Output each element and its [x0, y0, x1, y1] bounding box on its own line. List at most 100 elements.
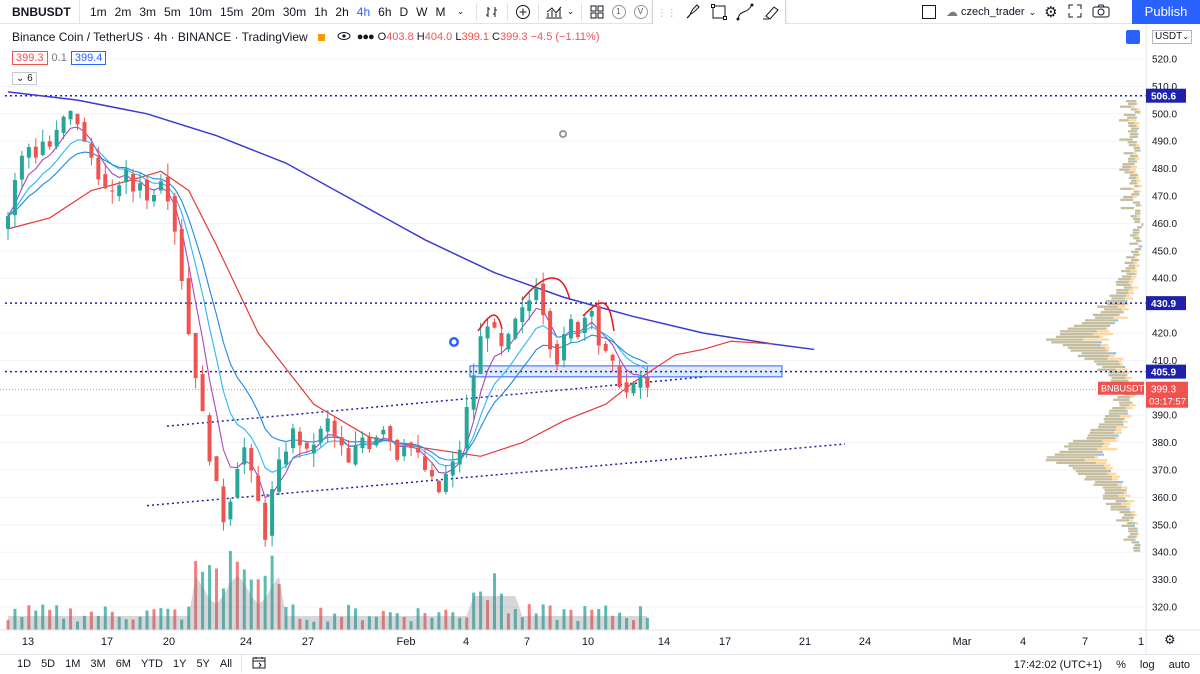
- fullscreen-icon[interactable]: [1068, 4, 1082, 21]
- candle-body: [124, 169, 129, 183]
- price-tick: 340.0: [1152, 548, 1177, 559]
- timeframe-4h[interactable]: 4h: [356, 4, 371, 19]
- symbol-tag-bg: [1098, 381, 1144, 395]
- indicator-value-2[interactable]: 399.4: [70, 51, 107, 65]
- indicator-value-1[interactable]: 399.3: [12, 51, 48, 65]
- candle-body: [68, 110, 73, 120]
- price-tick: 480.0: [1152, 164, 1177, 175]
- volume-profile-bar: [1110, 379, 1129, 382]
- timeframe-3m[interactable]: 3m: [139, 4, 157, 19]
- range-1y[interactable]: 1Y: [172, 658, 187, 670]
- chevron-down-icon[interactable]: ⌄: [1028, 6, 1037, 17]
- volume-badge[interactable]: V: [633, 4, 648, 19]
- collapse-indicators-button[interactable]: ⌄ 6: [12, 72, 37, 85]
- timeframe-2h[interactable]: 2h: [335, 4, 349, 19]
- compare-badge[interactable]: 1: [611, 4, 626, 19]
- time-tick: 21: [799, 636, 811, 648]
- publish-button[interactable]: Publish: [1132, 0, 1200, 24]
- timeframe-6h[interactable]: 6h: [378, 4, 392, 19]
- range-all[interactable]: All: [219, 658, 233, 670]
- indicators-icon[interactable]: [543, 1, 565, 23]
- add-plus-icon[interactable]: [512, 1, 534, 23]
- candle-body: [89, 143, 94, 158]
- camera-icon[interactable]: [1092, 4, 1110, 21]
- volume-profile-bar: [1127, 130, 1137, 133]
- timeframe-D[interactable]: D: [399, 4, 409, 19]
- volume-profile-bar: [1128, 264, 1140, 267]
- volume-profile-bar: [1094, 480, 1118, 484]
- alarm-clock-icon-gray[interactable]: [559, 130, 567, 138]
- range-6m[interactable]: 6M: [115, 658, 131, 670]
- time-tick: 7: [524, 636, 530, 648]
- clock-readout[interactable]: 17:42:02 (UTC+1): [1013, 658, 1103, 671]
- bar-style-icon[interactable]: [481, 1, 503, 23]
- settings-gear-icon[interactable]: ⚙: [1044, 4, 1058, 21]
- axis-settings-icon[interactable]: ⚙: [1164, 633, 1176, 648]
- range-1d[interactable]: 1D: [17, 658, 32, 670]
- volume-profile-bar: [1134, 212, 1141, 215]
- volume-bar: [479, 591, 483, 630]
- volume-profile-bar: [1130, 132, 1138, 136]
- candles: [6, 110, 650, 547]
- range-5d[interactable]: 5D: [41, 658, 56, 670]
- volume-bar: [416, 608, 420, 630]
- volume-bar: [451, 612, 455, 630]
- timeframe-30m[interactable]: 30m: [282, 4, 307, 19]
- price-scale-mode-button[interactable]: [1126, 30, 1140, 44]
- candle-body: [346, 448, 351, 463]
- volume-profile-bar: [1119, 168, 1136, 171]
- indicator-values-row: 399.3 0.1 399.4: [12, 51, 107, 65]
- volume-bar: [340, 616, 344, 630]
- volume-bar: [409, 621, 413, 630]
- range-3m[interactable]: 3M: [90, 658, 106, 670]
- range-ytd[interactable]: YTD: [140, 658, 163, 670]
- alarm-clock-icon[interactable]: [449, 337, 459, 347]
- chart-title: Binance Coin / TetherUS · 4h · BINANCE ·…: [12, 30, 308, 44]
- chevron-down-icon[interactable]: ⌄: [566, 6, 575, 16]
- volume-bar: [187, 606, 191, 630]
- log-toggle[interactable]: log: [1139, 658, 1155, 671]
- highlighter-icon[interactable]: [761, 3, 781, 24]
- brush-icon[interactable]: [684, 3, 702, 24]
- timeframe-W[interactable]: W: [416, 4, 428, 19]
- timeframe-15m[interactable]: 15m: [220, 4, 244, 19]
- username[interactable]: czech_trader: [961, 6, 1025, 18]
- price-chart[interactable]: 520.0 510.0 500.0 490.0 480.0 470.0 460.0 450.0…: [0, 24, 1200, 654]
- timeframe-1h[interactable]: 1h: [314, 4, 328, 19]
- volume-profile-bar: [1123, 152, 1137, 155]
- timeframe-5m[interactable]: 5m: [164, 4, 181, 19]
- more-options-icon[interactable]: ●●●: [356, 31, 375, 43]
- volume-profile-bar: [1128, 143, 1140, 147]
- eye-icon[interactable]: [337, 30, 351, 44]
- curve-icon[interactable]: [736, 3, 754, 24]
- templates-icon[interactable]: [586, 1, 608, 23]
- volume-profile-bar: [1060, 330, 1110, 333]
- timeframe-20m[interactable]: 20m: [251, 4, 275, 19]
- price-axis-ticks: 520.0 510.0 500.0 490.0 480.0 470.0 460.0 450.0…: [1152, 55, 1177, 614]
- range-5y[interactable]: 5Y: [196, 658, 210, 670]
- volume-profile: [1045, 100, 1144, 552]
- volume-bar: [611, 615, 615, 630]
- volume-profile-bar: [1103, 417, 1126, 421]
- symbol-search[interactable]: BNBUSDT: [0, 0, 80, 24]
- goto-date-icon[interactable]: [252, 656, 266, 672]
- candle-body: [179, 228, 184, 282]
- volume-profile-bar: [1130, 215, 1140, 218]
- range-1m[interactable]: 1M: [65, 658, 81, 670]
- timeframe-M[interactable]: M: [435, 4, 446, 19]
- percent-toggle[interactable]: %: [1116, 658, 1126, 671]
- volume-profile-bar: [1046, 456, 1099, 459]
- rectangle-icon[interactable]: [710, 3, 728, 24]
- auto-toggle[interactable]: auto: [1168, 658, 1190, 671]
- volume-bar: [576, 620, 580, 630]
- currency-selector[interactable]: USDT⌄: [1152, 30, 1192, 44]
- timeframe-2m[interactable]: 2m: [114, 4, 132, 19]
- layout-square-icon[interactable]: [922, 5, 936, 19]
- drag-handle-icon[interactable]: ⋮⋮: [656, 8, 677, 19]
- chevron-down-icon[interactable]: ⌄: [456, 6, 465, 16]
- candle-body: [284, 451, 288, 465]
- timeframe-1m[interactable]: 1m: [90, 4, 107, 19]
- volume-profile-bar: [1130, 154, 1139, 158]
- volume-profile-bar: [1128, 102, 1138, 106]
- timeframe-10m[interactable]: 10m: [188, 4, 213, 19]
